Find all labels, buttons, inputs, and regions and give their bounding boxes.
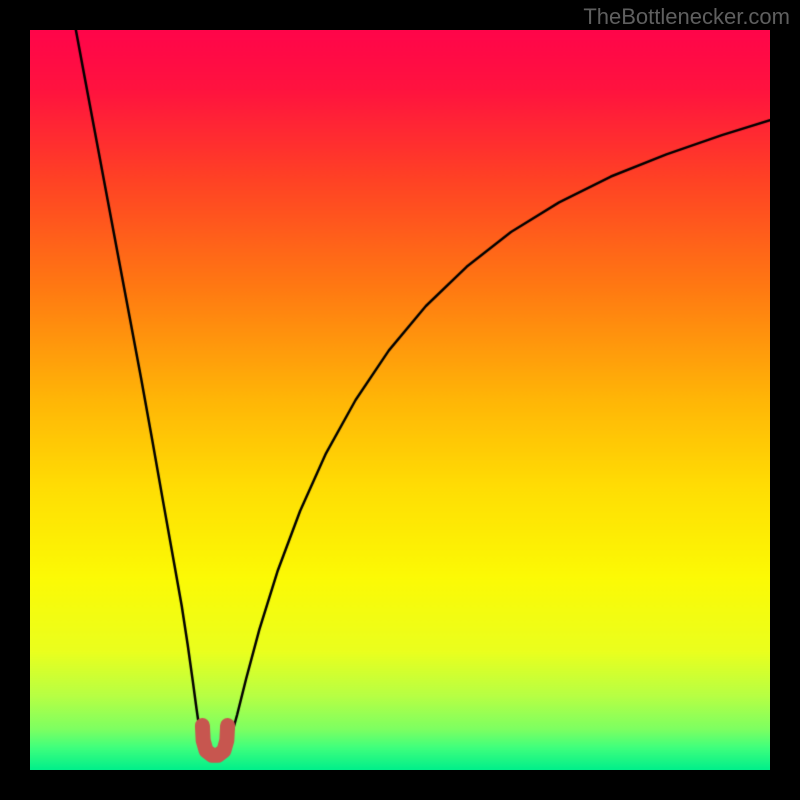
watermark-text: TheBottlenecker.com — [583, 4, 790, 30]
stage: TheBottlenecker.com — [0, 0, 800, 800]
bottleneck-chart — [30, 30, 770, 770]
